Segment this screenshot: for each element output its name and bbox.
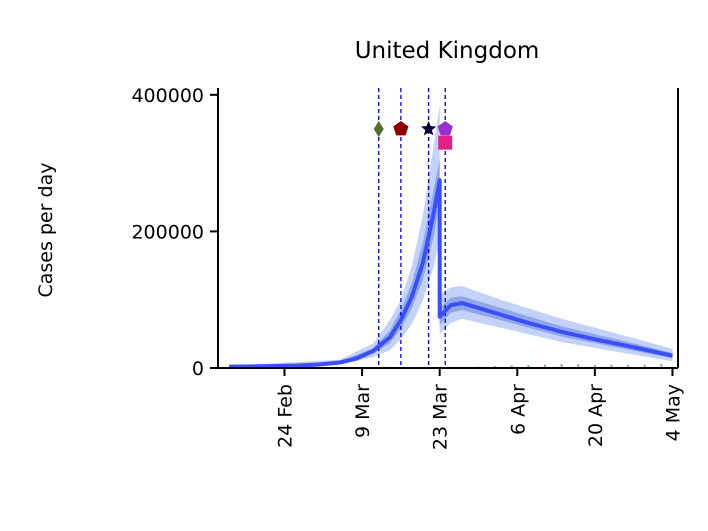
chart-title: United Kingdom <box>355 38 540 64</box>
x-tick-label: 24 Feb <box>275 384 297 448</box>
y-tick-label: 200000 <box>131 221 204 243</box>
median-line <box>229 178 673 369</box>
observed-case-bar <box>577 364 580 368</box>
interval-95-area <box>229 105 673 368</box>
intervention-markers <box>373 120 453 150</box>
observed-case-bar <box>510 365 513 368</box>
x-tick-label: 23 Mar <box>430 384 452 450</box>
x-tick-label: 20 Apr <box>585 384 607 447</box>
intervention-marker-pentagon <box>437 121 453 136</box>
intervention-marker-square <box>438 135 453 150</box>
intervention-marker-diamond <box>373 120 384 137</box>
observed-cases-bars <box>460 363 663 368</box>
y-axis-title: Cases per day <box>35 163 57 298</box>
y-tick-label: 400000 <box>131 85 204 107</box>
observed-case-bar <box>544 364 546 368</box>
observed-case-bar <box>627 364 630 368</box>
intervention-marker-star <box>421 121 437 136</box>
observed-case-bar <box>610 364 613 368</box>
x-tick-label: 4 May <box>663 384 685 441</box>
observed-case-bar <box>593 364 596 368</box>
interval-95-band <box>229 105 673 368</box>
y-tick-label: 0 <box>192 358 204 380</box>
observed-case-bar <box>660 363 663 368</box>
observed-case-bar <box>643 364 646 368</box>
x-tick-label: 9 Mar <box>352 384 374 438</box>
x-tick-label: 6 Apr <box>507 384 529 435</box>
observed-case-bar <box>560 363 563 368</box>
median-line-layer <box>229 178 673 369</box>
intervention-marker-pentagon <box>393 121 409 136</box>
axes: 0 200000 400000 24 Feb 9 Mar 23 Mar 6 Apr 20 Ap… <box>131 85 684 450</box>
observed-case-bar <box>527 364 530 368</box>
